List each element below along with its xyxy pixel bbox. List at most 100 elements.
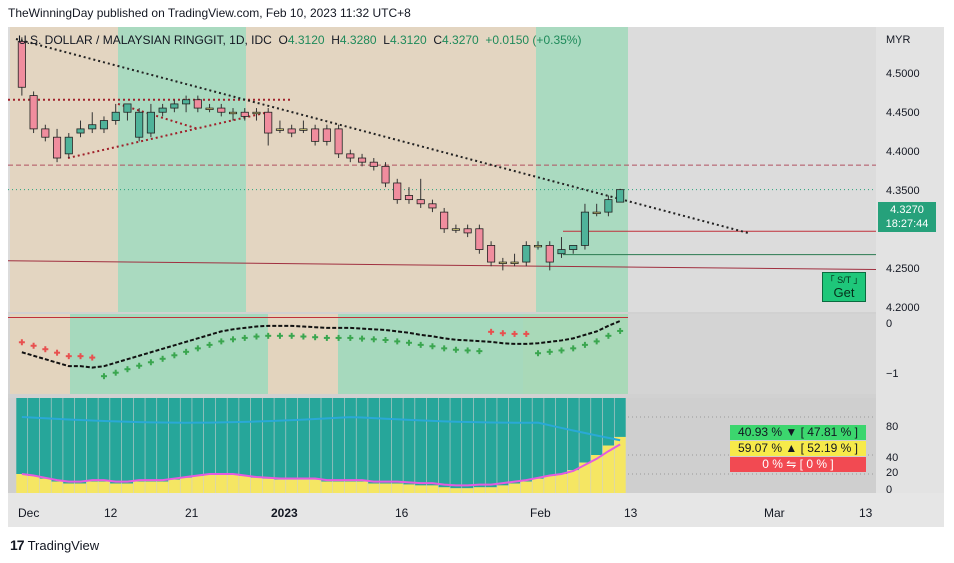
trendline <box>15 38 749 234</box>
vol-bar-bull <box>450 488 462 493</box>
vol-bar-bull <box>333 481 345 493</box>
triangle-line <box>67 111 269 159</box>
vol-bar-bear <box>403 398 415 485</box>
vol-bar-bear <box>497 398 509 486</box>
vol-tick: 40 <box>886 452 899 464</box>
vol-bar-bear <box>368 398 380 484</box>
candle-body <box>182 99 191 105</box>
vol-bar-bear <box>508 398 521 484</box>
vol-tick: 80 <box>886 421 899 433</box>
candle-body <box>533 245 543 248</box>
price-zone <box>10 27 118 312</box>
price-zone <box>536 27 560 312</box>
price-zone <box>118 27 246 312</box>
vol-bar-bear <box>274 398 286 480</box>
time-tick: Feb <box>530 506 551 520</box>
candle-body <box>311 128 320 142</box>
vol-bar-bear <box>203 398 216 474</box>
vol-bar-bear <box>555 398 568 474</box>
vol-bar-bear <box>391 398 403 484</box>
vol-tick: 20 <box>886 467 899 479</box>
candle-body <box>416 199 425 205</box>
price-tick: 4.3500 <box>886 185 920 197</box>
candle-body <box>252 111 261 115</box>
high-value: 4.3280 <box>339 33 377 47</box>
vol-bar-bear <box>110 398 122 484</box>
vol-bar-bear <box>145 398 157 482</box>
vol-bar-bear <box>450 398 462 489</box>
time-tick: 13 <box>624 506 638 520</box>
price-axis-bg <box>876 27 944 493</box>
vol-bar-bear <box>309 398 321 480</box>
candle-body <box>545 245 554 263</box>
vol-bar-bull <box>391 483 403 493</box>
vol-bar-bear <box>63 398 75 484</box>
vol-bar-bear <box>462 398 474 489</box>
vol-bar-bear <box>74 398 87 484</box>
candle-body <box>592 211 601 215</box>
chart-canvas[interactable] <box>8 27 944 527</box>
footer[interactable]: 17 TradingView <box>10 537 99 553</box>
vol-tick: 0 <box>886 484 893 496</box>
vol-bar-bull <box>168 479 180 493</box>
vol-bar-bear <box>215 398 227 474</box>
time-axis-bg <box>8 493 944 527</box>
signal-box[interactable]: 「 S/T 」 Get <box>822 272 866 302</box>
candle-body <box>53 136 62 159</box>
vol-bar-bear <box>168 398 180 480</box>
symbol-title: U.S. DOLLAR / MALAYSIAN RINGGIT, 1D, IDC <box>18 33 272 47</box>
candle-body <box>569 245 578 250</box>
vol-bar-bear <box>520 398 532 482</box>
vol-bar-bull <box>579 462 591 493</box>
vol-bar-bull <box>121 483 134 493</box>
vol-bar-bear <box>286 398 298 480</box>
vol-bar-bear <box>426 398 439 486</box>
candle-body <box>170 103 179 109</box>
vol-bar-bull <box>379 483 392 493</box>
time-tick: 13 <box>859 506 873 520</box>
candle-body <box>146 111 155 134</box>
bear-stat: 40.93 % ▼ [ 47.81 % ] <box>730 425 866 440</box>
publish-line: TheWinningDay published on TradingView.c… <box>8 6 411 20</box>
vol-bar-bull <box>16 474 28 493</box>
vol-bar-bull <box>356 481 368 493</box>
vol-bar-bull <box>227 474 239 493</box>
vol-bar-bull <box>309 479 321 493</box>
candle-body <box>275 128 284 131</box>
vol-bar-bull <box>473 487 485 493</box>
change-value: +0.0150 (+0.35%) <box>485 33 582 47</box>
candle-body <box>440 211 449 230</box>
candle-body <box>580 211 589 246</box>
signal-action: Get <box>833 285 855 300</box>
vol-bar-bear <box>157 398 169 482</box>
vol-bar-bull <box>63 483 75 493</box>
vol-bar-bull <box>110 483 122 493</box>
vol-bar-bull <box>51 481 63 493</box>
osc-zone <box>338 314 523 394</box>
candle-body <box>64 136 73 155</box>
vol-bar-bear <box>262 398 274 479</box>
candle-body <box>451 228 460 231</box>
price-tick: 4.2000 <box>886 302 920 314</box>
vol-bar-bear <box>39 398 51 479</box>
price-zone <box>246 27 536 312</box>
vol-bar-bear <box>86 398 98 482</box>
price-zone <box>560 27 628 312</box>
price-tick: 4.4000 <box>886 146 920 158</box>
vol-bar-bear <box>250 398 263 478</box>
vol-bar-bull <box>614 436 626 493</box>
candle-body <box>17 41 26 88</box>
vol-bar-bull <box>297 479 309 493</box>
vol-bar-bear <box>356 398 368 482</box>
price-tick: 4.2500 <box>886 263 920 275</box>
vol-bar-bear <box>297 398 309 480</box>
vol-bar-bear <box>227 398 239 474</box>
neutral-stat: 0 % ⇋ [ 0 % ] <box>730 457 866 472</box>
vol-bar-bull <box>555 474 568 493</box>
vol-bar-bear <box>532 398 544 479</box>
currency-label: MYR <box>886 34 911 46</box>
vol-bar-bull <box>602 445 614 493</box>
tradingview-logo-icon: 17 <box>10 537 25 553</box>
vol-bar-bull <box>286 479 298 493</box>
triangle-line <box>117 102 199 130</box>
